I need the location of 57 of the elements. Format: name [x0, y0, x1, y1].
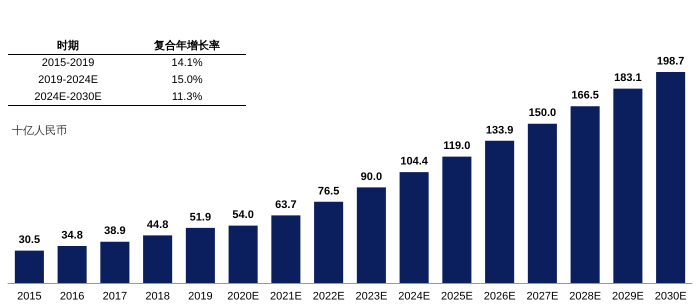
data-label: 34.8	[61, 230, 83, 242]
data-label: 119.0	[443, 140, 470, 152]
bar	[228, 226, 258, 283]
x-tick-label: 2017	[102, 290, 128, 302]
data-label: 30.5	[18, 234, 40, 246]
x-tick-label: 2029E	[612, 290, 644, 302]
annotation: 2019-2024E	[37, 72, 100, 88]
annotation: 2024E-2030E	[33, 90, 103, 104]
bar	[613, 88, 642, 283]
x-tick-label: 2024E	[398, 290, 430, 302]
bar	[58, 246, 87, 283]
x-tick-label: 2026E	[484, 290, 516, 302]
data-label: 38.9	[104, 225, 126, 238]
data-label: 51.9	[190, 211, 212, 224]
text: 14.1%	[170, 56, 204, 70]
data-label: 150.0	[528, 107, 556, 120]
x-tick-label: 2016	[60, 290, 84, 302]
x-tick-label: 2030E	[654, 290, 687, 302]
data-label: 166.5	[571, 90, 599, 102]
data-label: 133.9	[486, 124, 514, 136]
data-label: 44.8	[146, 218, 168, 231]
x-tick-label: 2018	[145, 290, 170, 302]
text: 2015-2019	[40, 56, 96, 70]
x-tick-label: 2021E	[270, 290, 302, 302]
bar	[528, 124, 557, 283]
bar	[314, 202, 344, 283]
bar	[656, 72, 686, 283]
bar	[400, 172, 429, 283]
x-tick-label: 2027E	[526, 290, 558, 302]
data-label: 76.5	[318, 185, 340, 198]
bar	[14, 250, 44, 283]
annotation: 15.0%	[170, 72, 204, 88]
data-label: 104.4	[400, 156, 429, 168]
y-axis-title: 十亿人民币	[12, 124, 67, 138]
data-label: 54.0	[232, 209, 254, 222]
x-tick-label: 2019	[188, 290, 213, 302]
data-label: 63.7	[275, 198, 297, 211]
bar	[485, 140, 514, 283]
bar	[271, 215, 300, 283]
bar	[442, 156, 472, 283]
bar	[100, 242, 130, 283]
bar	[356, 187, 386, 283]
x-tick-label: 2023E	[355, 290, 388, 302]
x-tick-label: 2025E	[440, 290, 473, 302]
annotation: 11.3%	[170, 90, 204, 104]
bar	[570, 106, 600, 283]
data-label: 90.0	[360, 170, 382, 183]
x-tick-label: 2022E	[312, 290, 345, 302]
data-label: 198.7	[656, 56, 684, 68]
data-label: 183.1	[614, 72, 642, 84]
x-tick-label: 2020E	[227, 290, 260, 302]
x-tick-label: 2028E	[569, 290, 602, 302]
text: 时期	[56, 38, 80, 54]
bar	[186, 228, 215, 283]
bar	[143, 235, 172, 283]
x-tick-label: 2015	[17, 290, 42, 302]
text: 复合年增长率	[153, 38, 222, 54]
